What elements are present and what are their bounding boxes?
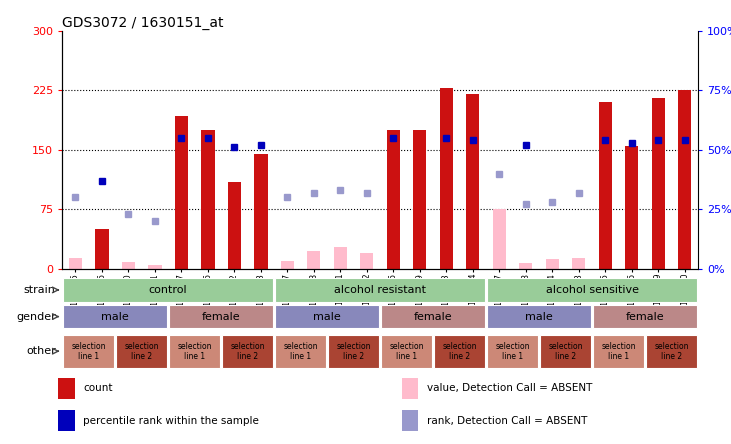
Bar <box>95 229 108 269</box>
Text: selection
line 2: selection line 2 <box>654 341 689 361</box>
Text: selection
line 2: selection line 2 <box>336 341 371 361</box>
Bar <box>645 335 697 368</box>
Bar <box>539 335 591 368</box>
Text: value, Detection Call = ABSENT: value, Detection Call = ABSENT <box>427 383 592 393</box>
Bar <box>58 378 75 399</box>
Bar <box>175 116 188 269</box>
Text: alcohol resistant: alcohol resistant <box>334 285 426 295</box>
Bar <box>402 410 418 431</box>
Bar <box>327 335 379 368</box>
Text: control: control <box>149 285 187 295</box>
Text: selection
line 1: selection line 1 <box>284 341 318 361</box>
Text: alcohol sensitive: alcohol sensitive <box>545 285 639 295</box>
Text: count: count <box>83 383 113 393</box>
Bar <box>381 305 485 328</box>
Bar <box>275 335 326 368</box>
Bar <box>402 378 418 399</box>
Bar <box>228 182 241 269</box>
Bar <box>599 103 612 269</box>
Text: selection
line 2: selection line 2 <box>442 341 477 361</box>
Text: GDS3072 / 1630151_at: GDS3072 / 1630151_at <box>62 16 224 30</box>
Bar <box>360 253 374 269</box>
Bar <box>678 91 692 269</box>
Text: rank, Detection Call = ABSENT: rank, Detection Call = ABSENT <box>427 416 587 425</box>
Text: strain: strain <box>24 285 56 295</box>
Bar <box>169 305 273 328</box>
Bar <box>201 130 214 269</box>
Text: selection
line 1: selection line 1 <box>390 341 424 361</box>
Text: selection
line 1: selection line 1 <box>178 341 212 361</box>
Bar <box>493 209 506 269</box>
Text: selection
line 1: selection line 1 <box>72 341 106 361</box>
Bar <box>625 146 638 269</box>
Bar <box>519 263 532 269</box>
Bar <box>487 305 591 328</box>
Bar <box>387 130 400 269</box>
Bar <box>58 410 75 431</box>
Text: other: other <box>26 346 56 356</box>
Bar <box>115 335 167 368</box>
Bar <box>169 335 220 368</box>
Bar <box>381 335 432 368</box>
Bar <box>593 335 644 368</box>
Bar <box>281 261 294 269</box>
Bar <box>593 305 697 328</box>
Bar <box>652 99 665 269</box>
Text: selection
line 2: selection line 2 <box>230 341 265 361</box>
Text: male: male <box>314 312 341 321</box>
Bar <box>63 305 167 328</box>
Text: selection
line 1: selection line 1 <box>496 341 530 361</box>
Bar <box>69 258 82 269</box>
Bar <box>148 266 162 269</box>
Bar <box>275 278 485 301</box>
Text: percentile rank within the sample: percentile rank within the sample <box>83 416 260 425</box>
Text: female: female <box>414 312 452 321</box>
Bar <box>487 335 538 368</box>
Text: male: male <box>102 312 129 321</box>
Text: female: female <box>202 312 240 321</box>
Bar <box>440 88 453 269</box>
Bar <box>433 335 485 368</box>
Bar <box>466 95 480 269</box>
Bar <box>254 154 268 269</box>
Bar <box>307 251 320 269</box>
Bar <box>546 259 559 269</box>
Text: gender: gender <box>16 312 56 321</box>
Text: selection
line 2: selection line 2 <box>124 341 159 361</box>
Text: male: male <box>526 312 553 321</box>
Bar <box>572 258 586 269</box>
Bar <box>63 335 114 368</box>
Text: female: female <box>626 312 664 321</box>
Bar <box>63 278 273 301</box>
Bar <box>221 335 273 368</box>
Bar <box>487 278 697 301</box>
Bar <box>413 130 426 269</box>
Text: selection
line 2: selection line 2 <box>548 341 583 361</box>
Text: selection
line 1: selection line 1 <box>602 341 636 361</box>
Bar <box>334 247 347 269</box>
Bar <box>122 262 135 269</box>
Bar <box>275 305 379 328</box>
